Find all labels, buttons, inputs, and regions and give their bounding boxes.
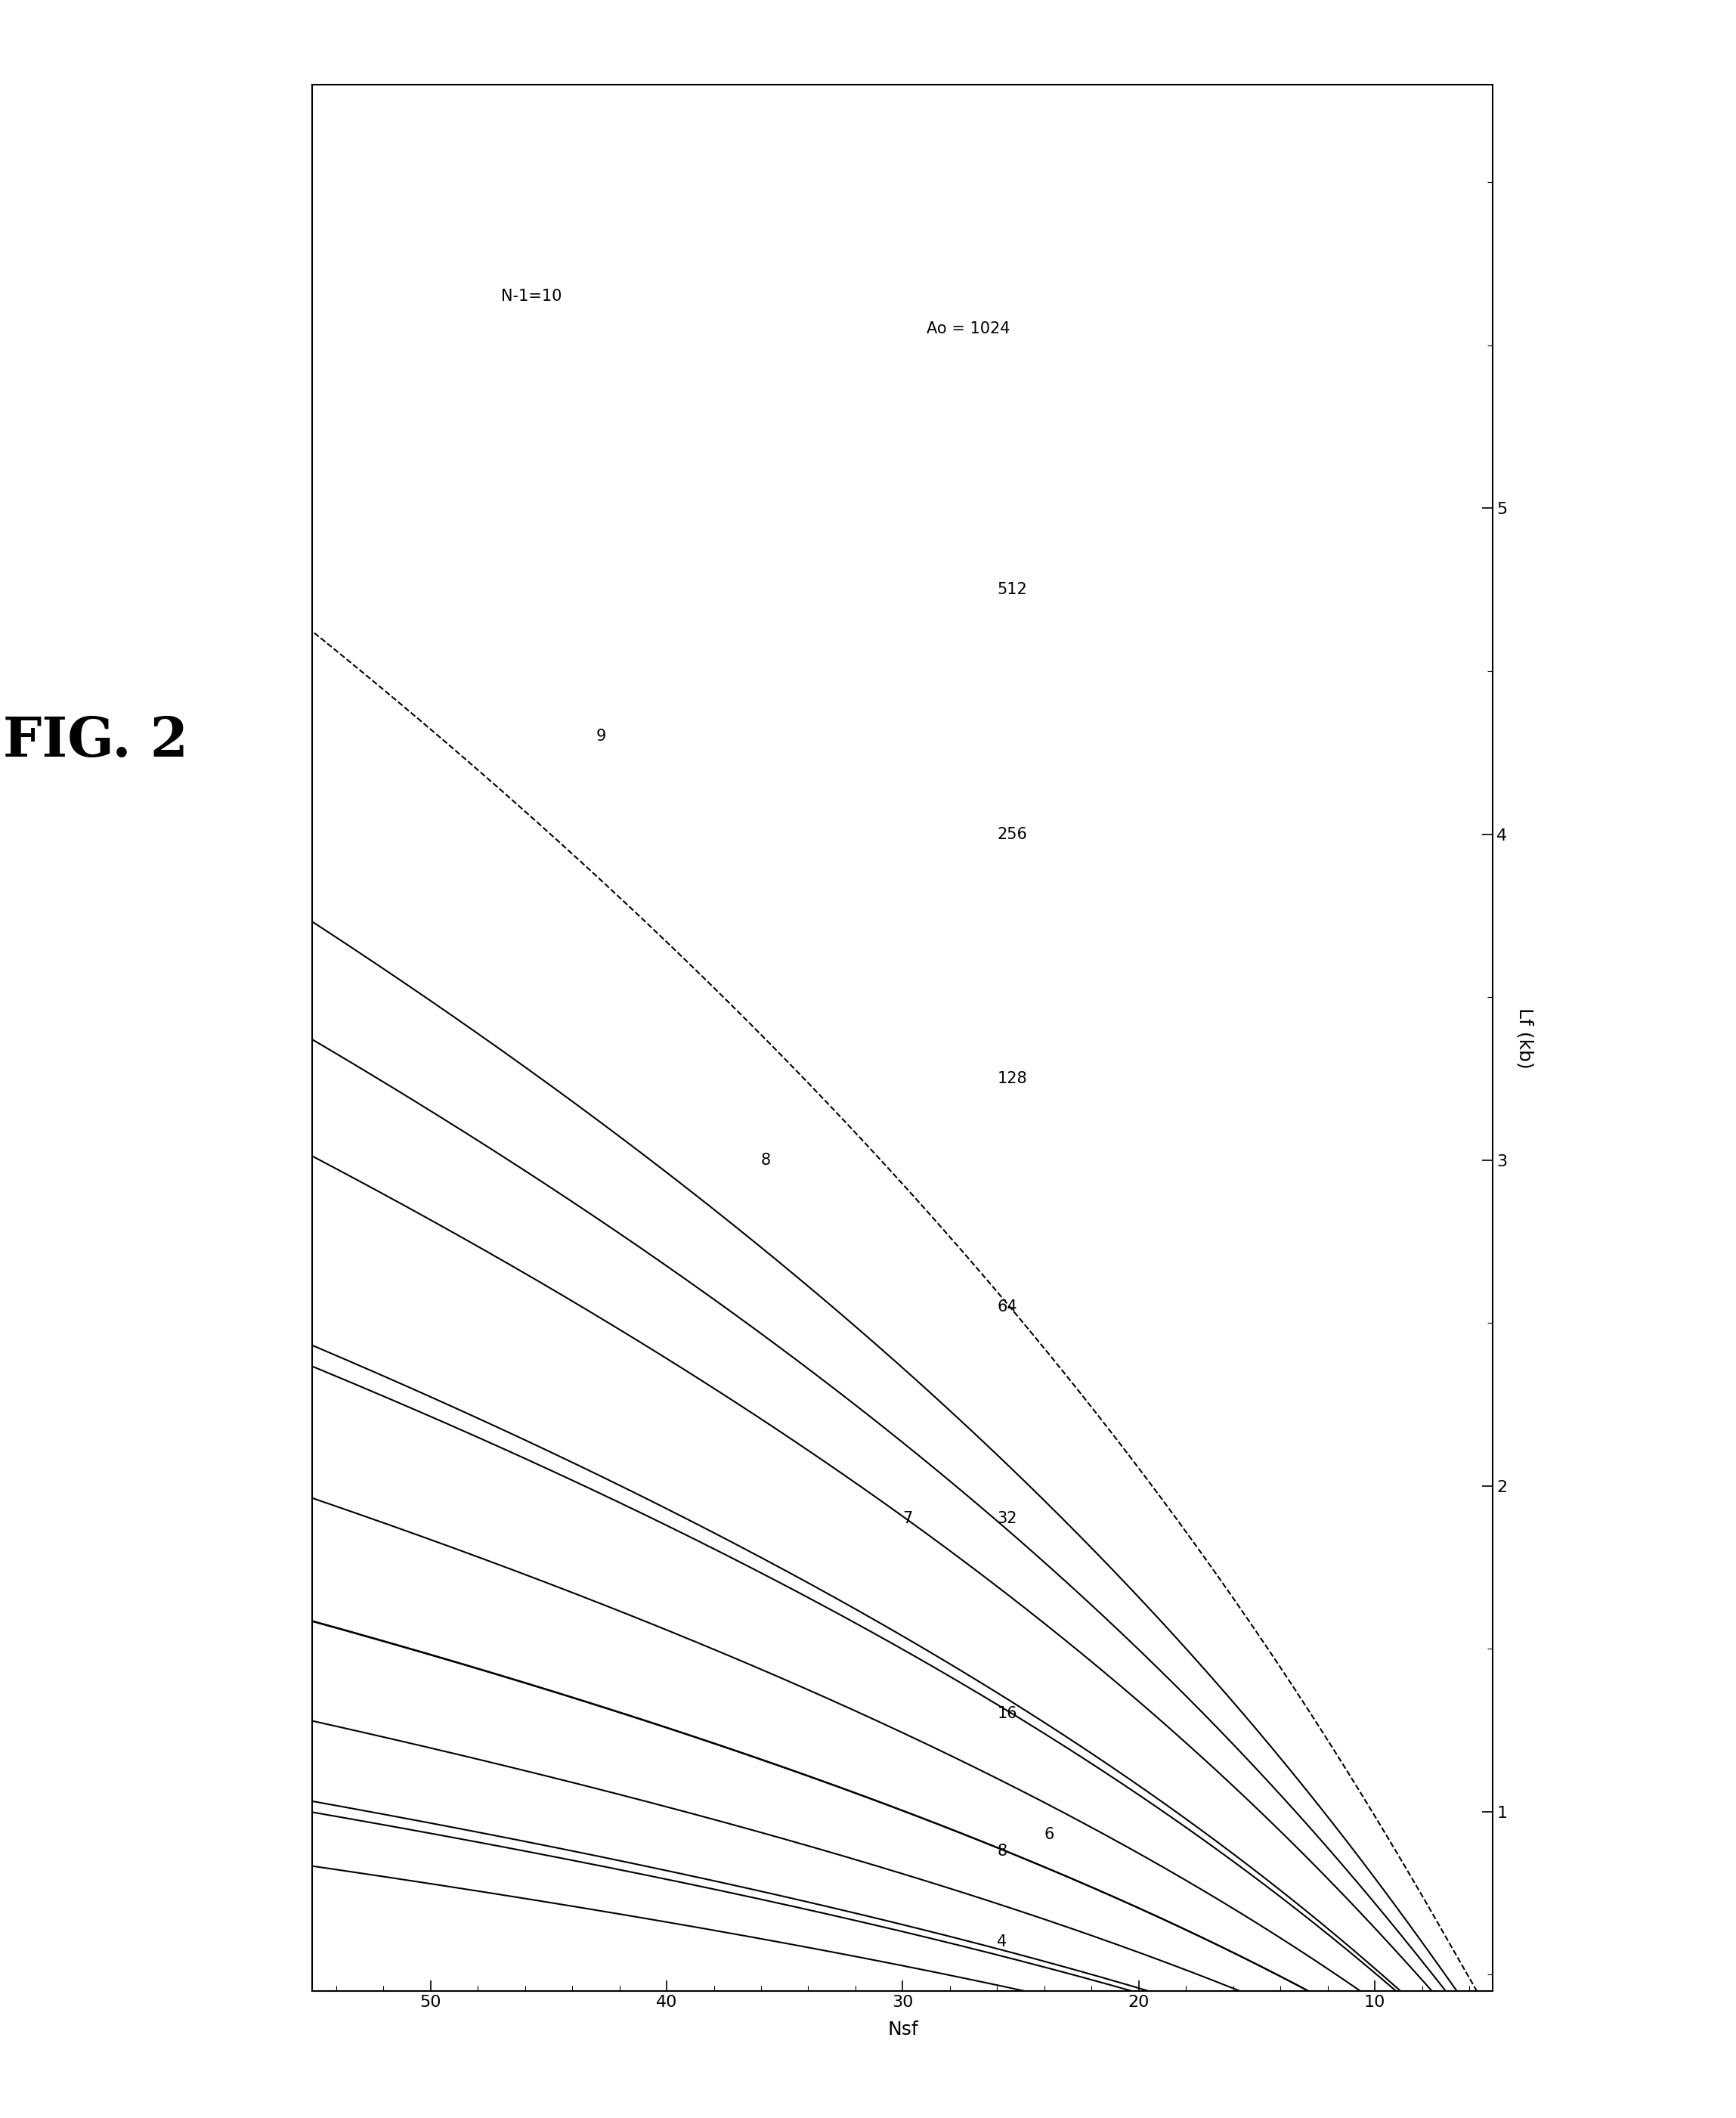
Text: 8: 8 [996, 1843, 1007, 1857]
Text: 16: 16 [996, 1707, 1017, 1722]
Text: 7: 7 [903, 1510, 913, 1525]
Text: 8: 8 [760, 1152, 771, 1167]
Text: FIG. 2: FIG. 2 [3, 714, 187, 769]
Text: 256: 256 [996, 826, 1028, 841]
Text: 64: 64 [996, 1298, 1017, 1313]
Text: Ao = 1024: Ao = 1024 [927, 322, 1010, 337]
Text: 512: 512 [996, 582, 1028, 597]
Text: 32: 32 [996, 1510, 1017, 1525]
Text: 4: 4 [996, 1934, 1007, 1949]
Y-axis label: Lf (kb): Lf (kb) [1516, 1008, 1533, 1067]
Text: 9: 9 [595, 729, 606, 743]
Text: 6: 6 [1045, 1828, 1054, 1843]
Text: N-1=10: N-1=10 [502, 288, 562, 305]
X-axis label: Nsf: Nsf [887, 2021, 918, 2038]
Text: 128: 128 [996, 1072, 1028, 1087]
